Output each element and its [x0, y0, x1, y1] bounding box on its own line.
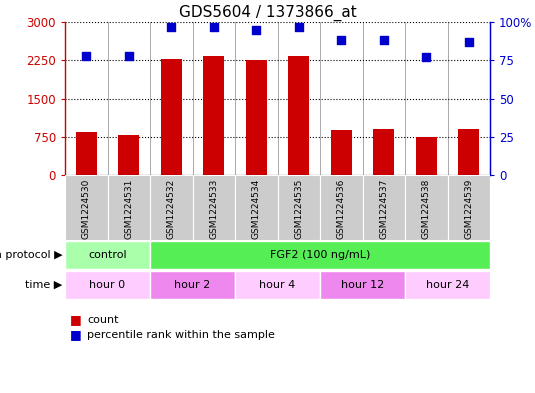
Bar [405, 271, 490, 299]
Bar [235, 271, 320, 299]
Text: hour 0: hour 0 [89, 280, 126, 290]
Bar [65, 175, 108, 240]
Text: GSM1224536: GSM1224536 [337, 178, 346, 239]
Point [337, 37, 346, 44]
Text: GSM1224531: GSM1224531 [124, 178, 133, 239]
Text: hour 4: hour 4 [259, 280, 296, 290]
Text: hour 2: hour 2 [174, 280, 211, 290]
Text: ■: ■ [70, 314, 82, 327]
Text: percentile rank within the sample: percentile rank within the sample [87, 330, 275, 340]
Bar [405, 175, 447, 240]
Bar [235, 175, 278, 240]
Text: hour 12: hour 12 [341, 280, 384, 290]
Text: growth protocol ▶: growth protocol ▶ [0, 250, 62, 260]
Text: GSM1224534: GSM1224534 [252, 178, 261, 239]
Bar [118, 135, 140, 175]
Bar [373, 129, 394, 175]
Point [167, 24, 175, 30]
Text: GSM1224538: GSM1224538 [422, 178, 431, 239]
Text: count: count [87, 315, 119, 325]
Bar [458, 129, 479, 175]
Point [379, 37, 388, 44]
Text: ■: ■ [70, 329, 82, 342]
Text: FGF2 (100 ng/mL): FGF2 (100 ng/mL) [270, 250, 370, 260]
Bar [150, 271, 235, 299]
Bar [193, 175, 235, 240]
Bar [278, 175, 320, 240]
Bar [288, 56, 309, 175]
Bar [65, 271, 150, 299]
Bar [65, 241, 150, 269]
Text: time ▶: time ▶ [25, 280, 62, 290]
Bar [320, 175, 363, 240]
Bar [108, 175, 150, 240]
Text: GSM1224535: GSM1224535 [294, 178, 303, 239]
Point [82, 53, 90, 59]
Point [210, 24, 218, 30]
Bar [75, 132, 97, 175]
Point [125, 53, 133, 59]
Text: control: control [88, 250, 127, 260]
Bar [331, 130, 352, 175]
Bar [320, 271, 405, 299]
Text: GSM1224533: GSM1224533 [209, 178, 218, 239]
Text: GSM1224530: GSM1224530 [82, 178, 91, 239]
Bar [160, 59, 182, 175]
Bar [416, 137, 437, 175]
Point [294, 24, 303, 30]
Text: GSM1224532: GSM1224532 [167, 178, 176, 239]
Bar [150, 175, 193, 240]
Bar [203, 56, 224, 175]
Text: hour 24: hour 24 [426, 280, 469, 290]
Text: GDS5604 / 1373866_at: GDS5604 / 1373866_at [179, 5, 356, 21]
Text: GSM1224539: GSM1224539 [464, 178, 473, 239]
Point [252, 26, 261, 33]
Bar [447, 175, 490, 240]
Bar [246, 60, 267, 175]
Bar [150, 241, 490, 269]
Bar [363, 175, 405, 240]
Point [422, 54, 431, 61]
Text: GSM1224537: GSM1224537 [379, 178, 388, 239]
Point [464, 39, 473, 45]
